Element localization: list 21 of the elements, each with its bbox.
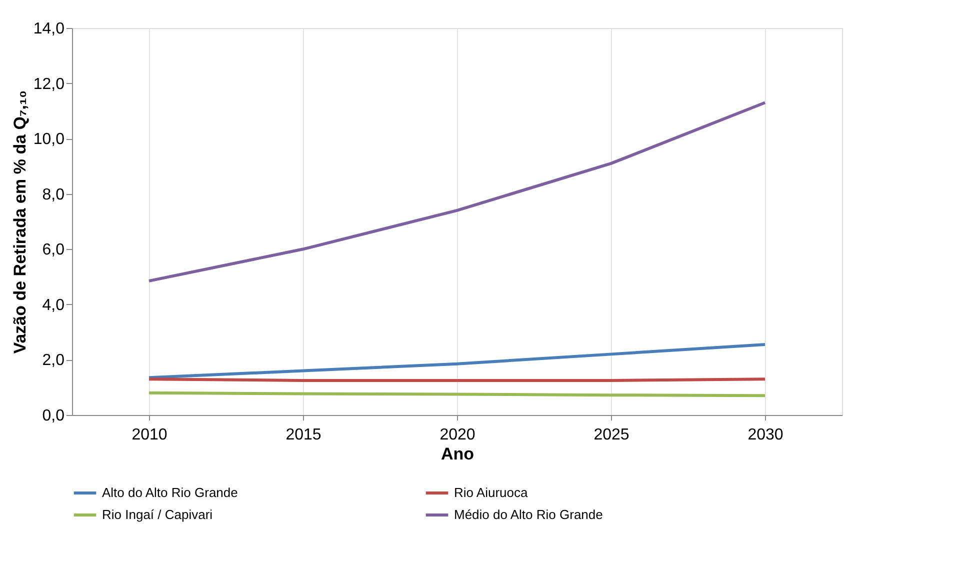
line-series: [148, 343, 766, 380]
x-tick-label: 2010: [132, 426, 168, 444]
y-tick-label: 14,0: [33, 20, 65, 38]
y-axis-title: Vazão de Retirada em % da Q₇,₁₀: [10, 90, 30, 354]
y-tick-label: 12,0: [33, 76, 65, 93]
x-axis-title: Ano: [440, 444, 474, 464]
y-tick-label: 0,0: [42, 408, 65, 424]
legend-label: Médio do Alto Rio Grande: [454, 507, 603, 522]
y-tick-label: 4,0: [42, 296, 65, 314]
y-tick-label: 2,0: [42, 352, 65, 370]
legend-label: Rio Aiuruoca: [454, 485, 528, 500]
y-tick-label: 8,0: [42, 186, 65, 204]
y-tick-label: 6,0: [42, 242, 65, 259]
x-tick-label: 2030: [748, 426, 784, 444]
line-series: [148, 101, 766, 282]
y-tick-label: 10,0: [33, 131, 65, 148]
x-tick-label: 2025: [594, 426, 630, 444]
x-tick-label: 2015: [286, 426, 322, 444]
x-tick-label: 2020: [440, 426, 476, 444]
legend-label: Alto do Alto Rio Grande: [102, 485, 238, 500]
legend-label: Rio Ingaí / Capivari: [102, 507, 213, 522]
